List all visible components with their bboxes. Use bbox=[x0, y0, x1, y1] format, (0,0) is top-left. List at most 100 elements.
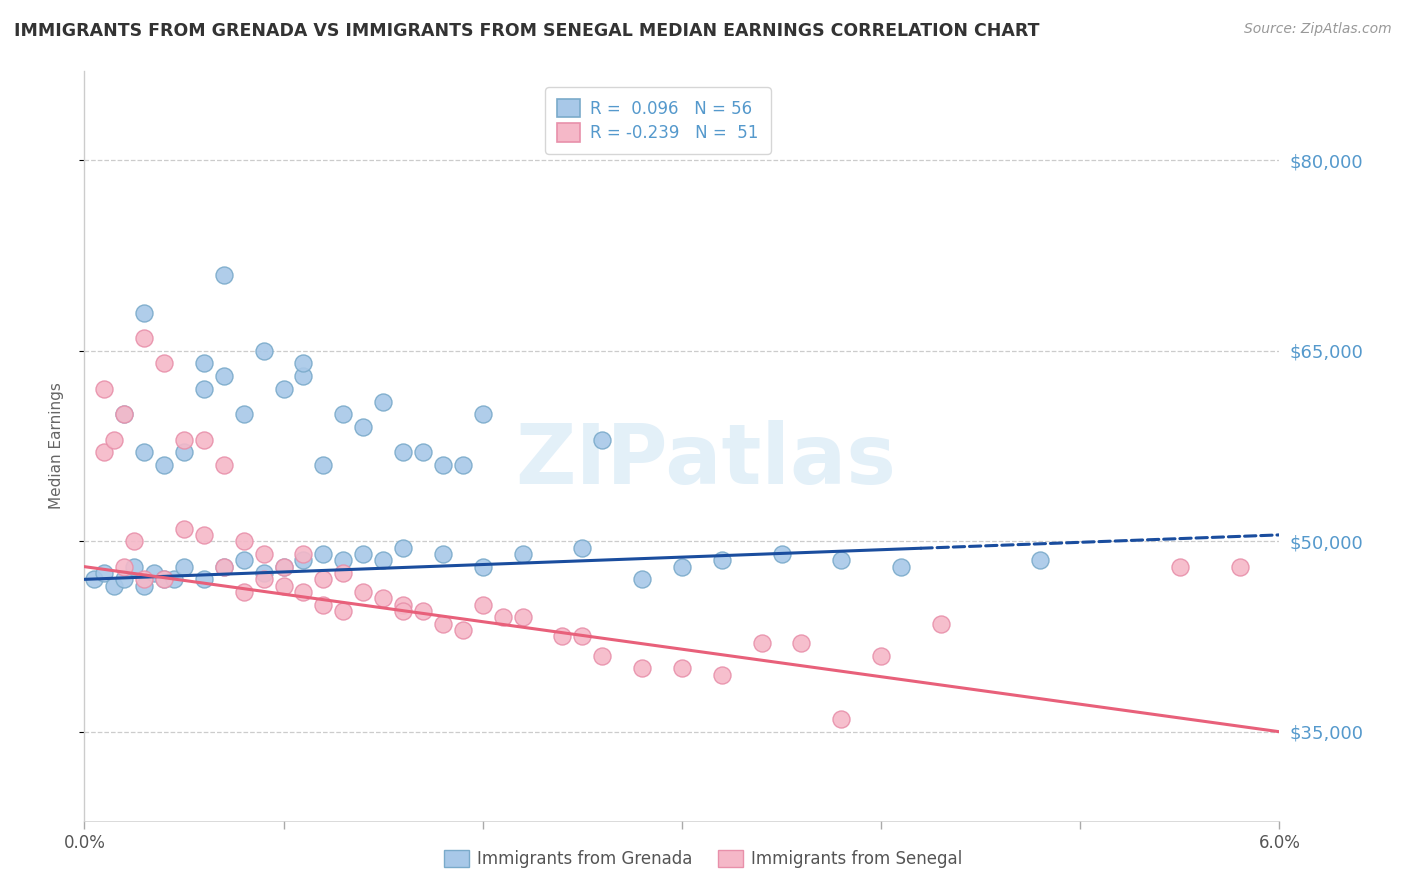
Point bbox=[132, 445, 156, 459]
Point bbox=[392, 445, 415, 459]
Point bbox=[671, 661, 693, 675]
Point bbox=[751, 636, 773, 650]
Point bbox=[112, 407, 135, 421]
Point bbox=[451, 458, 474, 472]
Point bbox=[890, 559, 912, 574]
Point bbox=[710, 667, 733, 681]
Point bbox=[103, 433, 125, 447]
Point bbox=[373, 553, 395, 567]
Point bbox=[312, 547, 335, 561]
Point bbox=[153, 572, 176, 586]
Point bbox=[212, 268, 235, 282]
Point bbox=[492, 610, 515, 624]
Point bbox=[392, 541, 415, 555]
Point bbox=[332, 553, 354, 567]
Point bbox=[1168, 559, 1191, 574]
Point bbox=[153, 572, 176, 586]
Point bbox=[412, 445, 434, 459]
Point bbox=[292, 356, 315, 370]
Point bbox=[132, 306, 156, 320]
Point bbox=[122, 534, 145, 549]
Point bbox=[193, 572, 215, 586]
Point bbox=[273, 579, 295, 593]
Point bbox=[432, 616, 454, 631]
Point bbox=[432, 547, 454, 561]
Point bbox=[671, 559, 693, 574]
Point bbox=[173, 433, 195, 447]
Point bbox=[471, 559, 494, 574]
Point bbox=[292, 585, 315, 599]
Point bbox=[631, 661, 654, 675]
Point bbox=[631, 572, 654, 586]
Point bbox=[153, 356, 176, 370]
Point bbox=[212, 559, 235, 574]
Legend: Immigrants from Grenada, Immigrants from Senegal: Immigrants from Grenada, Immigrants from… bbox=[437, 843, 969, 875]
Point bbox=[312, 458, 335, 472]
Point bbox=[830, 712, 852, 726]
Point bbox=[193, 356, 215, 370]
Point bbox=[571, 630, 593, 644]
Text: IMMIGRANTS FROM GRENADA VS IMMIGRANTS FROM SENEGAL MEDIAN EARNINGS CORRELATION C: IMMIGRANTS FROM GRENADA VS IMMIGRANTS FR… bbox=[14, 22, 1039, 40]
Point bbox=[132, 579, 156, 593]
Legend: R =  0.096   N = 56, R = -0.239   N =  51: R = 0.096 N = 56, R = -0.239 N = 51 bbox=[546, 87, 770, 153]
Point bbox=[512, 547, 534, 561]
Point bbox=[352, 585, 374, 599]
Point bbox=[273, 382, 295, 396]
Point bbox=[193, 382, 215, 396]
Point bbox=[292, 547, 315, 561]
Point bbox=[292, 369, 315, 384]
Point bbox=[112, 572, 135, 586]
Point bbox=[471, 598, 494, 612]
Point bbox=[352, 547, 374, 561]
Point bbox=[253, 547, 276, 561]
Point bbox=[790, 636, 813, 650]
Point bbox=[292, 553, 315, 567]
Point bbox=[929, 616, 952, 631]
Point bbox=[212, 369, 235, 384]
Point bbox=[551, 630, 574, 644]
Point bbox=[253, 566, 276, 580]
Point bbox=[122, 559, 145, 574]
Point bbox=[93, 445, 115, 459]
Point bbox=[432, 458, 454, 472]
Point bbox=[93, 382, 115, 396]
Point bbox=[232, 585, 254, 599]
Point bbox=[373, 394, 395, 409]
Point bbox=[232, 407, 254, 421]
Point bbox=[332, 566, 354, 580]
Point bbox=[173, 445, 195, 459]
Point bbox=[212, 559, 235, 574]
Text: Source: ZipAtlas.com: Source: ZipAtlas.com bbox=[1244, 22, 1392, 37]
Point bbox=[132, 572, 156, 586]
Point bbox=[471, 407, 494, 421]
Point bbox=[112, 407, 135, 421]
Point bbox=[1229, 559, 1251, 574]
Point bbox=[93, 566, 115, 580]
Point bbox=[591, 433, 613, 447]
Point bbox=[112, 559, 135, 574]
Point bbox=[591, 648, 613, 663]
Point bbox=[332, 604, 354, 618]
Point bbox=[132, 331, 156, 345]
Point bbox=[273, 559, 295, 574]
Point bbox=[253, 343, 276, 358]
Point bbox=[83, 572, 105, 586]
Point bbox=[312, 598, 335, 612]
Point bbox=[312, 572, 335, 586]
Point bbox=[253, 572, 276, 586]
Point bbox=[392, 604, 415, 618]
Point bbox=[770, 547, 793, 561]
Point bbox=[392, 598, 415, 612]
Point bbox=[212, 458, 235, 472]
Point bbox=[373, 591, 395, 606]
Point bbox=[1029, 553, 1052, 567]
Point bbox=[163, 572, 186, 586]
Point bbox=[232, 553, 254, 567]
Point bbox=[451, 623, 474, 637]
Point bbox=[173, 559, 195, 574]
Point bbox=[153, 458, 176, 472]
Point bbox=[352, 420, 374, 434]
Point bbox=[870, 648, 893, 663]
Point bbox=[412, 604, 434, 618]
Point bbox=[173, 522, 195, 536]
